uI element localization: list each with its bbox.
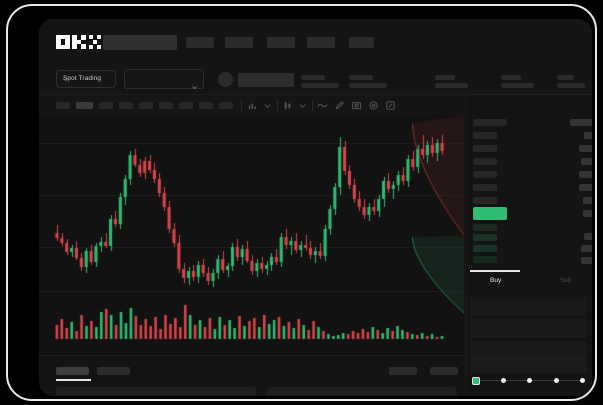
nav-item-5[interactable] (349, 37, 374, 48)
tab-open-orders[interactable] (56, 367, 89, 375)
slider-handle[interactable] (472, 377, 480, 385)
chart-type-icon[interactable] (282, 100, 293, 111)
order-price-field[interactable] (471, 297, 586, 315)
okx-logo[interactable] (56, 35, 101, 49)
amount-percent-slider[interactable] (472, 376, 586, 385)
orderbook-bid-row[interactable] (473, 234, 497, 241)
active-tab-indicator (56, 379, 91, 381)
chevron-down-icon-2[interactable] (297, 100, 308, 111)
orderbook-spread-size (583, 210, 592, 217)
order-form-tabs (465, 272, 592, 292)
timeframe-2[interactable] (76, 102, 93, 109)
orderbook-ask-row[interactable] (473, 145, 497, 152)
timeframe-6[interactable] (159, 102, 173, 109)
stat-24h-high (435, 75, 468, 88)
orderbook-spread-row (473, 207, 507, 220)
fullscreen-icon[interactable] (385, 100, 396, 111)
timeframe-7[interactable] (179, 102, 193, 109)
volume-histogram (39, 295, 464, 343)
orderbook-ask-row[interactable] (473, 158, 497, 165)
chevron-down-icon-pair (192, 77, 197, 89)
orderbook-ask-size (579, 171, 592, 178)
settings-icon[interactable] (368, 100, 379, 111)
stat-24h-low (501, 75, 534, 88)
bottom-panel-right[interactable] (267, 387, 457, 396)
orderbook-ask-row[interactable] (473, 132, 497, 139)
orderbook-bid-row[interactable] (473, 245, 497, 252)
line-chart-icon[interactable] (317, 100, 328, 111)
tab-buy[interactable]: Buy (490, 277, 502, 284)
chevron-down-icon (63, 77, 68, 82)
slider-stop-25[interactable] (501, 378, 506, 383)
orderbook-ask-size (581, 158, 592, 165)
timeframe-1[interactable] (56, 102, 70, 109)
snapshot-icon[interactable] (351, 100, 362, 111)
orderbook-ask-size (584, 132, 592, 139)
orderbook-ask-size (579, 145, 592, 152)
order-amount-field[interactable] (471, 319, 586, 337)
slider-stop-100[interactable] (580, 378, 585, 383)
nav-item-2[interactable] (225, 37, 253, 48)
bottom-action-1[interactable] (389, 367, 417, 375)
stat-24h-volume (557, 75, 585, 88)
top-navigation-bar (39, 19, 592, 59)
global-search-input[interactable] (103, 35, 177, 50)
coin-avatar (218, 72, 233, 87)
orderbook-bid-size (584, 233, 592, 240)
indicator-icon[interactable] (247, 100, 258, 111)
orderbook-ask-size (579, 184, 592, 191)
slider-stop-50[interactable] (527, 378, 532, 383)
slider-stop-75[interactable] (554, 378, 559, 383)
timeframe-5[interactable] (139, 102, 153, 109)
orderbook-header (570, 119, 592, 126)
bottom-panel-left[interactable] (56, 387, 256, 396)
tab-order-history[interactable] (97, 367, 130, 375)
orderbook-ask-size (583, 197, 592, 204)
orderbook-bid-size (581, 245, 592, 252)
market-type-label: Spot Trading (63, 75, 102, 82)
stat-24h-change (349, 75, 387, 88)
orderbook-bid-row[interactable] (473, 224, 497, 231)
market-type-selector[interactable]: Spot Trading (56, 70, 116, 88)
nav-item-3[interactable] (267, 37, 295, 48)
timeframe-4[interactable] (119, 102, 133, 109)
device-frame: Spot Trading (6, 4, 597, 401)
orderbook-bid-size (581, 257, 592, 264)
chevron-down-icon-1[interactable] (262, 100, 273, 111)
price-chart-area[interactable] (39, 115, 464, 355)
draw-tool-icon[interactable] (334, 100, 345, 111)
stat-last-price (301, 75, 339, 88)
timeframe-9[interactable] (219, 102, 233, 109)
orderbook-ask-row[interactable] (473, 119, 507, 126)
tab-sell[interactable]: Sell (560, 277, 571, 284)
timeframe-3[interactable] (99, 102, 113, 109)
nav-item-4[interactable] (307, 37, 335, 48)
pair-name-label (238, 73, 294, 87)
bottom-action-2[interactable] (430, 367, 458, 375)
orderbook-ask-row[interactable] (473, 197, 497, 204)
nav-item-1[interactable] (186, 37, 214, 48)
buy-tab-indicator (470, 270, 520, 272)
orderbook-ask-row[interactable] (473, 184, 497, 191)
app-screen: Spot Trading (39, 19, 592, 396)
candlestick-series (39, 115, 464, 295)
trading-pair-selector[interactable] (124, 69, 204, 89)
orderbook-ask-row[interactable] (473, 171, 497, 178)
order-summary-box (471, 355, 587, 373)
depth-chart (412, 115, 464, 315)
timeframe-8[interactable] (199, 102, 213, 109)
orderbook-bid-row[interactable] (473, 256, 497, 263)
